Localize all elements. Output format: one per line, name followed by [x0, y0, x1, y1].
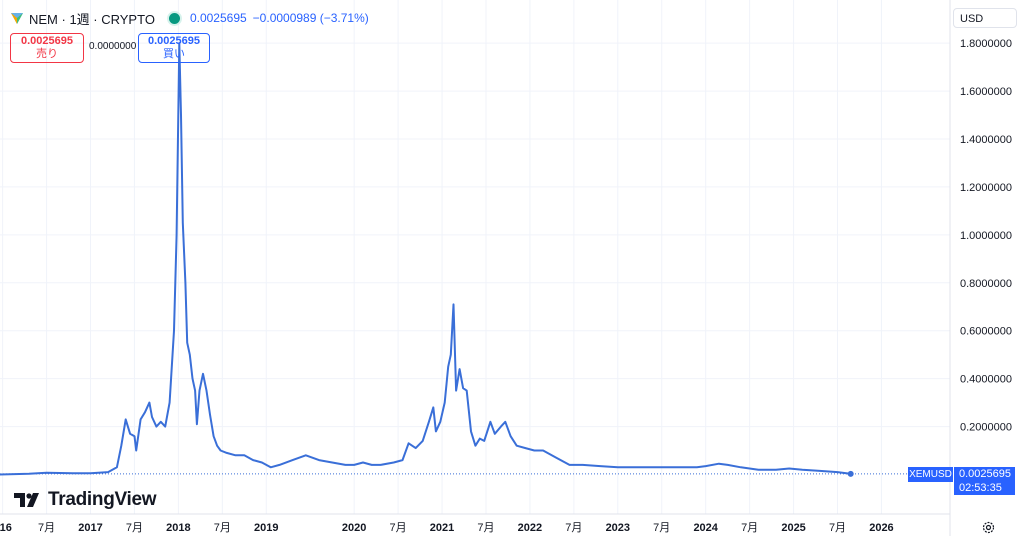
last-price-value: 0.0025695 — [959, 468, 1011, 480]
nem-logo-icon — [11, 13, 23, 24]
time-tick-label: 7月 — [653, 522, 670, 534]
spread-value: 0.0000000 — [89, 41, 137, 52]
price-tick-label: 1.2000000 — [960, 182, 1012, 194]
time-tick-label: 7月 — [126, 522, 143, 534]
buy-label: 買い — [163, 48, 185, 60]
price-tick-label: 0.8000000 — [960, 278, 1012, 290]
tradingview-logo[interactable]: TradingView — [14, 489, 157, 511]
header-price: 0.0025695 — [189, 11, 247, 25]
price-tick-label: 1.8000000 — [960, 38, 1012, 50]
symbol-tag: XEMUSD — [908, 467, 953, 482]
header-change: −0.0000989 (−3.71%) — [252, 11, 369, 25]
price-tick-label: 1.4000000 — [960, 134, 1012, 146]
time-tick-label: 2024 — [693, 522, 718, 534]
time-tick-label: 7月 — [214, 522, 231, 534]
time-axis[interactable]: 016 7月 2017 7月 2018 7月 2019 2020 7月 2021 7月 2022 7月 2… — [0, 522, 894, 534]
time-tick-label: 2021 — [430, 522, 454, 534]
time-tick-label: 7月 — [829, 522, 846, 534]
brand-name: TradingView — [48, 489, 157, 510]
price-tick-label: 1.6000000 — [960, 86, 1012, 98]
time-tick-label: 2018 — [166, 522, 190, 534]
chart-header: NEM · 1週 · CRYPTO 0.0025695 −0.0000989 (… — [10, 9, 375, 27]
time-tick-label: 016 — [0, 522, 12, 534]
price-tick-label: 0.6000000 — [960, 326, 1012, 338]
buy-price: 0.0025695 — [148, 35, 200, 47]
market-status-icon[interactable] — [168, 12, 180, 24]
time-tick-label: 7月 — [477, 522, 494, 534]
time-tick-label: 2023 — [606, 522, 630, 534]
time-tick-label: 2022 — [518, 522, 542, 534]
time-tick-label: 2025 — [781, 522, 805, 534]
gear-icon[interactable] — [982, 521, 995, 534]
time-tick-label: 7月 — [741, 522, 758, 534]
time-tick-label: 2020 — [342, 522, 366, 534]
tradingview-logo-icon — [14, 493, 39, 507]
price-tick-label: 0.2000000 — [960, 422, 1012, 434]
sell-label: 売り — [36, 48, 58, 60]
price-series-line — [0, 42, 851, 476]
price-tick-label: 0.4000000 — [960, 374, 1012, 386]
sell-button[interactable]: 0.0025695 売り — [10, 33, 84, 63]
time-tick-label: 7月 — [390, 522, 407, 534]
time-tick-label: 2026 — [869, 522, 893, 534]
bar-countdown: 02:53:35 — [959, 482, 1002, 494]
price-tick-label: 1.0000000 — [960, 230, 1012, 242]
time-tick-label: 7月 — [565, 522, 582, 534]
time-tick-label: 2019 — [254, 522, 278, 534]
last-price-tag: 0.0025695 02:53:35 — [954, 467, 1015, 495]
sell-price: 0.0025695 — [21, 35, 73, 47]
symbol-title[interactable]: NEM · 1週 · CRYPTO — [29, 11, 155, 27]
time-tick-label: 7月 — [38, 522, 55, 534]
buy-button[interactable]: 0.0025695 買い — [138, 33, 210, 63]
grid-lines — [0, 0, 950, 514]
price-axis[interactable]: 0.2000000 0.4000000 0.6000000 0.8000000 1.00… — [960, 38, 1012, 433]
last-price-dot — [847, 470, 854, 477]
time-tick-label: 2017 — [78, 522, 102, 534]
currency-selector[interactable]: USD — [953, 8, 1017, 28]
